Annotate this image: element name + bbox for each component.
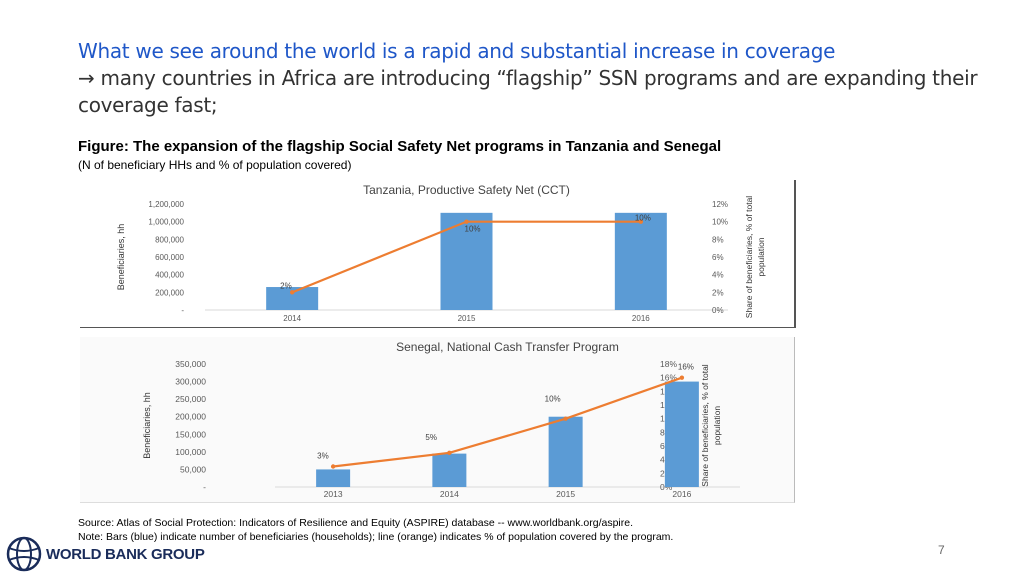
y-tick-label: 300,000 — [175, 377, 206, 387]
x-tick-label: 2013 — [324, 489, 343, 499]
page-number: 7 — [938, 543, 945, 557]
y-axis-title: Beneficiaries, hh — [116, 224, 126, 291]
y-tick-label: 200,000 — [175, 412, 206, 422]
y-tick-label: - — [203, 482, 206, 492]
figure-subtitle: (N of beneficiary HHs and % of populatio… — [78, 158, 352, 172]
y2-axis-title-line2: population — [756, 237, 766, 277]
data-label: 3% — [317, 452, 329, 461]
y-tick-label: 50,000 — [180, 464, 206, 474]
x-tick-label: 2014 — [283, 314, 301, 323]
y2-tick-label: 6% — [712, 253, 724, 262]
line-point — [638, 219, 644, 224]
x-tick-label: 2015 — [556, 489, 575, 499]
y-tick-label: 400,000 — [155, 271, 184, 280]
logo-text: WORLD BANK GROUP — [46, 545, 205, 563]
data-label: 2% — [280, 281, 292, 290]
data-label: 10% — [545, 395, 561, 404]
share-line — [332, 376, 683, 468]
y-tick-label: 1,000,000 — [148, 218, 184, 227]
y-tick-label: 1,200,000 — [148, 200, 184, 209]
world-bank-logo: WORLD BANK GROUP — [6, 536, 205, 572]
line-point — [330, 464, 336, 469]
y2-axis-title-line2: population — [712, 406, 722, 446]
line-point — [289, 290, 295, 295]
y-tick-label: 800,000 — [155, 235, 184, 244]
source-note: Source: Atlas of Social Protection: Indi… — [78, 517, 634, 529]
slide-heading: What we see around the world is a rapid … — [78, 38, 978, 119]
y2-tick-label: 16% — [660, 373, 677, 383]
line-point — [447, 450, 452, 456]
y-tick-label: - — [181, 306, 184, 315]
bar — [316, 469, 351, 487]
y2-tick-label: 2% — [712, 288, 724, 297]
bar — [664, 381, 699, 487]
line-point — [679, 375, 685, 380]
legend-note: Note: Bars (blue) indicate number of ben… — [78, 531, 674, 543]
data-label: 16% — [678, 363, 694, 372]
y2-tick-label: 4% — [712, 271, 724, 280]
y2-tick-label: 12% — [712, 200, 728, 209]
y2-tick-label: 18% — [660, 359, 677, 369]
bar — [432, 453, 467, 487]
heading-line1: What we see around the world is a rapid … — [78, 39, 836, 63]
x-tick-label: 2015 — [458, 314, 476, 323]
chart-title: Tanzania, Productive Safety Net (CCT) — [363, 183, 570, 197]
y2-axis-title-line1: Share of beneficiaries, % of total — [744, 196, 754, 318]
line-point — [563, 416, 568, 421]
line-point — [464, 219, 469, 224]
y2-tick-label: 8% — [712, 235, 724, 244]
y-tick-label: 350,000 — [175, 359, 206, 369]
senegal-chart-svg: Senegal, National Cash Transfer Program -… — [142, 340, 740, 499]
right-arrow-icon: → — [78, 66, 95, 90]
y2-tick-label: 0% — [712, 306, 724, 315]
bar — [614, 212, 667, 310]
tanzania-chart-svg: Tanzania, Productive Safety Net (CCT) - 20… — [116, 183, 766, 323]
y-tick-label: 100,000 — [175, 447, 206, 457]
y-tick-label: 600,000 — [155, 253, 184, 262]
bar — [548, 416, 583, 487]
x-tick-label: 2016 — [672, 489, 691, 499]
y-tick-label: 200,000 — [155, 288, 184, 297]
y2-tick-label: 10% — [712, 218, 728, 227]
bar — [266, 287, 319, 310]
tanzania-chart: Tanzania, Productive Safety Net (CCT) - 20… — [80, 180, 796, 328]
globe-icon — [6, 536, 42, 572]
data-label: 10% — [635, 214, 651, 223]
chart-title: Senegal, National Cash Transfer Program — [396, 340, 619, 354]
data-label: 5% — [425, 433, 437, 442]
y-tick-label: 250,000 — [175, 394, 206, 404]
senegal-chart: Senegal, National Cash Transfer Program -… — [80, 337, 795, 503]
y-tick-label: 150,000 — [175, 429, 206, 439]
x-tick-label: 2014 — [440, 489, 459, 499]
figure-title: Figure: The expansion of the flagship So… — [78, 138, 722, 155]
y-axis-title: Beneficiaries, hh — [142, 392, 152, 459]
x-tick-label: 2016 — [632, 314, 650, 323]
heading-line2: many countries in Africa are introducing… — [78, 66, 978, 117]
y2-axis-title-line1: Share of beneficiaries, % of total — [700, 364, 710, 486]
data-label: 10% — [465, 225, 481, 234]
